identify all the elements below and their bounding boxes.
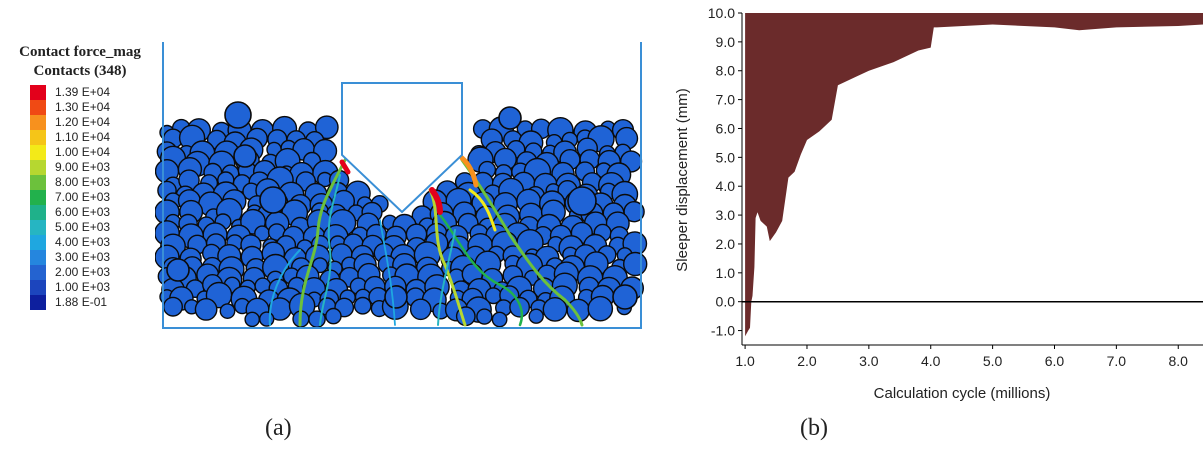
x-tick-label: 4.0 — [921, 353, 941, 369]
caption-b: (b) — [800, 415, 828, 441]
legend-swatch — [30, 190, 46, 205]
legend-swatch — [30, 100, 46, 115]
y-tick-label: 1.0 — [716, 265, 736, 281]
particle-large — [567, 186, 597, 216]
particle-large — [259, 186, 287, 214]
legend-label: 1.10 E+04 — [55, 130, 111, 144]
x-tick-label: 3.0 — [859, 353, 879, 369]
x-tick-label: 7.0 — [1107, 353, 1127, 369]
y-tick-label: 3.0 — [716, 207, 736, 223]
legend-swatch — [30, 115, 46, 130]
particle — [528, 308, 544, 324]
legend-label: 2.00 E+03 — [55, 265, 111, 279]
force-chain — [298, 158, 347, 327]
force-chain — [468, 188, 497, 232]
force-chain — [460, 158, 584, 327]
particle — [542, 296, 568, 322]
y-tick-label: 8.0 — [716, 63, 736, 79]
force-chain-high — [459, 155, 479, 188]
legend-label: 9.00 E+03 — [55, 160, 111, 174]
particle — [491, 311, 508, 328]
legend-swatch — [30, 160, 46, 175]
legend-label: 1.39 E+04 — [55, 85, 111, 99]
particle — [353, 296, 372, 315]
legend-swatch — [30, 145, 46, 160]
legend-swatch — [30, 205, 46, 220]
force-chain-max — [429, 187, 443, 215]
legend-subtitle: Contacts (348) — [33, 63, 127, 79]
box-boundary — [162, 42, 642, 329]
force-chain — [428, 188, 467, 327]
x-tick-label: 8.0 — [1169, 353, 1189, 369]
particle — [314, 115, 339, 140]
x-tick-label: 5.0 — [983, 353, 1003, 369]
dem-simulation-view — [155, 42, 648, 329]
particle-large — [166, 258, 190, 282]
legend-swatch — [30, 265, 46, 280]
particle — [194, 297, 218, 321]
particle-large — [498, 106, 522, 130]
y-tick-label: 5.0 — [716, 149, 736, 165]
particle — [219, 303, 236, 319]
x-tick-label: 6.0 — [1045, 353, 1065, 369]
force-chain — [268, 249, 301, 326]
caption-a: (a) — [265, 415, 292, 441]
particle — [308, 310, 326, 329]
legend-label: 7.00 E+03 — [55, 190, 111, 204]
particle — [587, 295, 614, 322]
y-tick-label: 4.0 — [716, 178, 736, 194]
legend-swatch — [30, 280, 46, 295]
x-axis-label: Calculation cycle (millions) — [874, 385, 1051, 402]
legend-label: 1.30 E+04 — [55, 100, 111, 114]
y-tick-label: 10.0 — [708, 5, 735, 21]
particle — [623, 200, 645, 223]
force-chain — [379, 219, 396, 326]
legend-label: 4.00 E+03 — [55, 235, 111, 249]
legend-swatch — [30, 130, 46, 145]
particle — [476, 308, 493, 325]
displacement-area — [745, 13, 1203, 337]
legend-label: 1.88 E-01 — [55, 295, 108, 309]
force-chain — [437, 229, 456, 326]
particle-large — [612, 284, 638, 310]
force-chain — [319, 174, 341, 326]
particle — [162, 296, 183, 317]
sleeper — [341, 82, 463, 214]
particle — [244, 311, 260, 328]
y-tick-label: 2.0 — [716, 236, 736, 252]
legend-label: 8.00 E+03 — [55, 175, 111, 189]
legend-label: 5.00 E+03 — [55, 220, 111, 234]
legend-label: 3.00 E+03 — [55, 250, 111, 264]
legend-swatch — [30, 175, 46, 190]
y-tick-label: 9.0 — [716, 34, 736, 50]
displacement-chart: Sleeper displacement (mm) Calculation cy… — [674, 5, 1203, 402]
particle-large — [384, 285, 408, 309]
y-axis-label: Sleeper displacement (mm) — [674, 88, 691, 271]
legend-label: 1.00 E+03 — [55, 280, 111, 294]
particle-large — [224, 101, 252, 129]
legend-swatch — [30, 250, 46, 265]
legend-swatch — [30, 295, 46, 310]
ballast-particles — [155, 101, 648, 329]
legend-swatch — [30, 85, 46, 100]
x-tick-label: 1.0 — [735, 353, 755, 369]
x-tick-label: 2.0 — [797, 353, 817, 369]
particle — [259, 311, 275, 327]
legend-label: 1.00 E+04 — [55, 145, 111, 159]
y-tick-label: 7.0 — [716, 92, 736, 108]
legend-title: Contact force_mag — [19, 44, 141, 60]
particle — [623, 251, 648, 277]
legend-swatch — [30, 220, 46, 235]
legend-swatch — [30, 235, 46, 250]
particle — [409, 298, 432, 321]
y-tick-label: 0.0 — [716, 294, 736, 310]
y-tick-label: 6.0 — [716, 120, 736, 136]
y-tick-label: -1.0 — [711, 323, 735, 339]
force-chain-max — [339, 159, 351, 175]
legend-label: 6.00 E+03 — [55, 205, 111, 219]
legend-label: 1.20 E+04 — [55, 115, 111, 129]
particle-large — [233, 144, 257, 168]
particle — [325, 307, 342, 325]
